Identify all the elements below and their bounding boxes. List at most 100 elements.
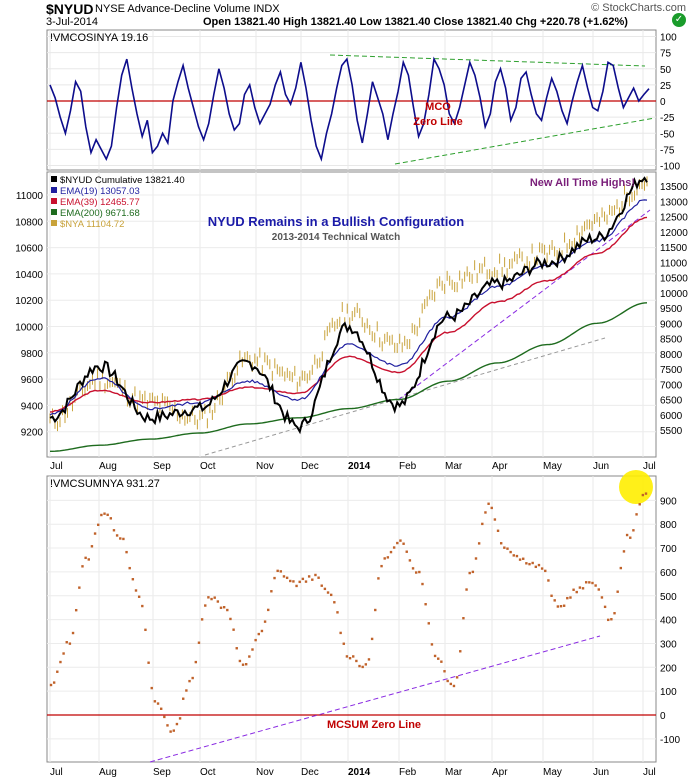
mcsum-dot: [490, 506, 493, 510]
mcsum-dot: [553, 599, 556, 602]
main-right-tick: 6500: [660, 396, 683, 407]
sum-y-tick: 500: [660, 592, 677, 603]
main-right-tick: 13500: [660, 182, 688, 193]
main-left-tick: 10600: [15, 244, 43, 255]
mcsum-dot: [260, 629, 264, 633]
mcsum-dot: [411, 567, 415, 570]
mcsum-dot: [588, 581, 591, 584]
mcsum-dot: [84, 556, 87, 560]
x-axis-label: Mar: [445, 767, 463, 778]
mcsum-dot: [65, 641, 68, 644]
mcsum-dot: [125, 550, 128, 554]
mcsum-dot: [197, 641, 201, 644]
nyud-cumulative-line: [49, 176, 648, 435]
mcsum-dot: [235, 647, 238, 650]
x-axis-label: Mar: [445, 461, 463, 472]
mcsum-dot: [62, 652, 65, 655]
sum-y-tick: 200: [660, 663, 677, 674]
mcsum-dot: [219, 606, 223, 609]
mco-zero-annotation-2: Zero Line: [413, 116, 463, 128]
legend-entry: EMA(39) 12465.77: [60, 197, 140, 208]
mcsum-dot: [641, 493, 645, 497]
mcsum-dot: [329, 593, 333, 597]
mcsum-dot: [153, 700, 157, 703]
mcsum-dot: [506, 547, 509, 550]
mcsum-dot: [106, 513, 109, 517]
mcsum-dot: [137, 595, 141, 598]
x-axis-label: Nov: [256, 461, 274, 472]
mcsum-dot: [238, 659, 242, 663]
sum-y-tick: 700: [660, 544, 677, 555]
mco-panel-frame: [46, 29, 657, 171]
mcsum-dot: [163, 715, 166, 719]
mcsum-dot: [389, 550, 393, 554]
main-right-tick: 12500: [660, 213, 688, 224]
main-left-tick: 11000: [16, 191, 44, 202]
mcsum-dot: [213, 596, 216, 599]
x-axis-label: Oct: [200, 767, 216, 778]
mcsum-dot: [49, 683, 53, 687]
mcsum-dot: [443, 670, 446, 673]
mcsum-dot: [632, 529, 635, 532]
mcsum-dot: [71, 631, 75, 635]
mcsum-dot: [603, 605, 607, 609]
main-right-tick: 12000: [660, 228, 688, 239]
mcsum-dot: [380, 564, 383, 568]
mcsum-dot: [295, 584, 298, 588]
mcsum-dot: [559, 604, 563, 608]
x-axis-label: Sep: [153, 461, 171, 472]
mcsum-dot: [515, 554, 519, 558]
mcsum-dot: [367, 658, 371, 661]
mcsum-dot: [128, 566, 131, 570]
mcsum-dot: [449, 682, 453, 686]
mcsum-dot: [276, 569, 279, 573]
x-axis-label: Jun: [593, 767, 609, 778]
mcsum-dot: [537, 563, 541, 567]
main-subtitle: 2013-2014 Technical Watch: [272, 232, 400, 243]
x-axis-label: Nov: [256, 767, 274, 778]
mcsum-dot: [175, 722, 179, 726]
mcsum-dot: [625, 533, 629, 537]
main-right-tick: 10000: [660, 289, 688, 300]
mcsum-dot: [270, 590, 273, 593]
mcsum-dot: [172, 729, 175, 732]
mcsum-dot: [207, 596, 210, 599]
sum-y-tick: 900: [660, 496, 677, 507]
mcsum-dot: [333, 601, 336, 604]
mcsum-dot: [93, 532, 97, 535]
mcsum-dot: [109, 517, 113, 520]
main-right-tick: 9000: [660, 319, 683, 330]
mcsum-dot: [358, 664, 361, 668]
mcsum-dot: [459, 650, 462, 653]
mcsum-dot: [248, 655, 251, 658]
x-axis-label: Jun: [593, 461, 609, 472]
mcsum-dot: [74, 608, 78, 612]
mcsum-dot: [263, 620, 267, 623]
main-right-tick: 11000: [660, 258, 688, 269]
mcsum-dot: [307, 575, 311, 578]
mcsum-dot: [383, 557, 386, 560]
mcsum-dot: [156, 702, 160, 705]
x-axis-label: May: [543, 767, 562, 778]
mcsum-dot: [471, 570, 475, 574]
mcsum-dot: [575, 590, 578, 594]
mcsum-dot: [399, 539, 402, 542]
mcsum-dot: [474, 557, 478, 560]
legend-swatch: [51, 187, 57, 193]
mco-y-tick: 0: [660, 97, 666, 108]
mcsum-dot: [147, 661, 150, 664]
mcsum-dot: [159, 707, 163, 710]
mcsum-dot: [597, 588, 600, 591]
mco-y-tick: 50: [660, 65, 672, 76]
mcsum-dot: [509, 550, 512, 554]
x-axis-label: Oct: [200, 461, 216, 472]
x-axis-label: Dec: [301, 767, 319, 778]
mcsum-dot: [103, 512, 106, 515]
main-right-tick: 6000: [660, 411, 683, 422]
mcsum-dot: [241, 663, 245, 666]
legend-entry: $NYA 11104.72: [60, 219, 124, 230]
mcsum-dot: [188, 679, 191, 683]
mcsum-dot: [487, 502, 490, 505]
mcsum-dot: [477, 542, 481, 545]
